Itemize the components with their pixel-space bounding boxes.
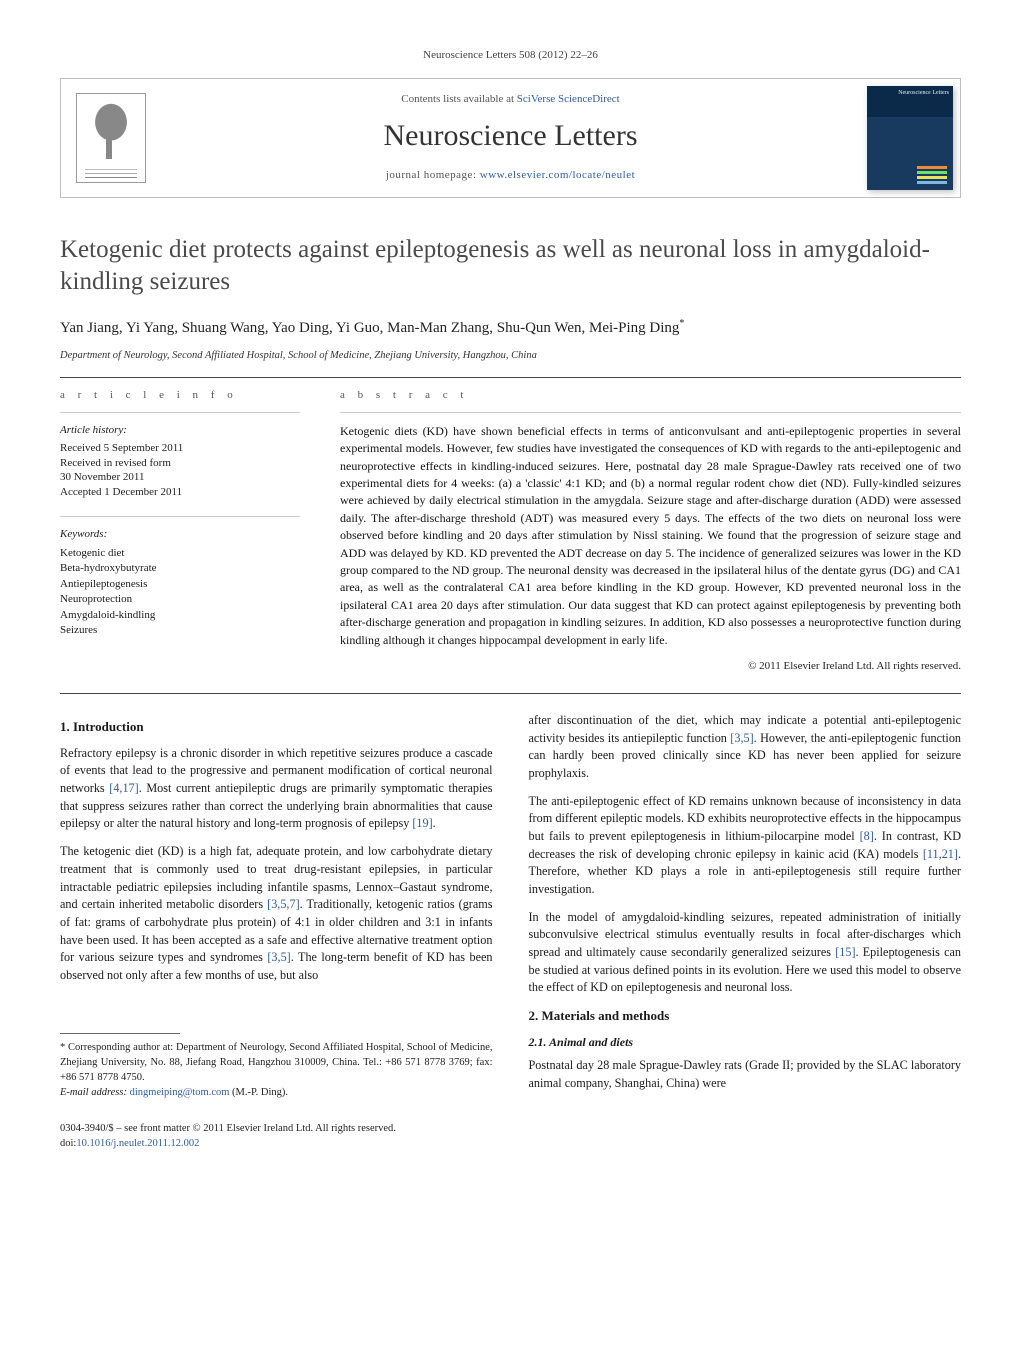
citation-link[interactable]: [11,21] <box>923 847 958 861</box>
section-heading-2: 2. Materials and methods <box>529 1007 962 1026</box>
affiliation: Department of Neurology, Second Affiliat… <box>60 348 961 363</box>
elsevier-tree-icon <box>76 93 146 183</box>
citation-link[interactable]: [19] <box>412 816 432 830</box>
paragraph: after discontinuation of the diet, which… <box>529 712 962 783</box>
keyword: Amygdaloid-kindling <box>60 608 300 623</box>
journal-name: Neuroscience Letters <box>383 114 637 158</box>
sciencedirect-link[interactable]: SciVerse ScienceDirect <box>517 93 620 105</box>
corresponding-marker: * <box>679 318 684 329</box>
journal-header-center: Contents lists available at SciVerse Sci… <box>161 79 860 197</box>
citation-link[interactable]: [3,5,7] <box>267 897 300 911</box>
keyword: Beta-hydroxybutyrate <box>60 561 300 576</box>
history-accepted: Accepted 1 December 2011 <box>60 485 300 500</box>
authors-line: Yan Jiang, Yi Yang, Shuang Wang, Yao Din… <box>60 317 961 340</box>
paragraph: Postnatal day 28 male Sprague-Dawley rat… <box>529 1057 962 1092</box>
abstract-text: Ketogenic diets (KD) have shown benefici… <box>340 423 961 649</box>
citation-link[interactable]: [15] <box>835 945 855 959</box>
keyword: Ketogenic diet <box>60 546 300 561</box>
keyword: Antiepileptogenesis <box>60 577 300 592</box>
text: . <box>433 816 436 830</box>
abstract-column: a b s t r a c t Ketogenic diets (KD) hav… <box>340 378 961 675</box>
page: Neuroscience Letters 508 (2012) 22–26 Co… <box>0 0 1021 1191</box>
front-matter-line: 0304-3940/$ – see front matter © 2011 El… <box>60 1121 961 1136</box>
doi-line: doi:10.1016/j.neulet.2011.12.002 <box>60 1136 961 1151</box>
journal-cover-thumb: Neuroscience Letters <box>867 86 953 190</box>
rule-after-abstract <box>60 693 961 694</box>
doi-link[interactable]: 10.1016/j.neulet.2011.12.002 <box>76 1138 199 1149</box>
contents-prefix: Contents lists available at <box>401 93 516 105</box>
footnote-text: Corresponding author at: Department of N… <box>60 1042 493 1083</box>
history-label: Article history: <box>60 423 300 439</box>
keyword: Seizures <box>60 623 300 638</box>
publisher-logo <box>61 79 161 197</box>
doi-label: doi: <box>60 1138 76 1149</box>
journal-homepage-line: journal homepage: www.elsevier.com/locat… <box>386 168 635 184</box>
homepage-prefix: journal homepage: <box>386 169 480 181</box>
journal-cover-thumb-wrap: Neuroscience Letters <box>860 79 960 197</box>
abstract-copyright: © 2011 Elsevier Ireland Ltd. All rights … <box>340 659 961 675</box>
paragraph: Refractory epilepsy is a chronic disorde… <box>60 745 493 833</box>
contents-available-line: Contents lists available at SciVerse Sci… <box>401 92 619 108</box>
email-who: (M.-P. Ding). <box>229 1087 288 1098</box>
citation-link[interactable]: [8] <box>860 829 874 843</box>
footnote-separator <box>60 1033 180 1034</box>
keywords-list: Ketogenic diet Beta-hydroxybutyrate Anti… <box>60 546 300 638</box>
paragraph: In the model of amygdaloid-kindling seiz… <box>529 909 962 997</box>
email-link[interactable]: dingmeiping@tom.com <box>130 1087 230 1098</box>
cover-thumb-bars-icon <box>917 164 947 184</box>
body-two-column: 1. Introduction Refractory epilepsy is a… <box>60 712 961 1103</box>
paragraph: The anti-epileptogenic effect of KD rema… <box>529 793 962 899</box>
corresponding-footnote: * Corresponding author at: Department of… <box>60 1040 493 1086</box>
footnote-block: * Corresponding author at: Department of… <box>60 1033 493 1101</box>
email-footnote: E-mail address: dingmeiping@tom.com (M.-… <box>60 1085 493 1100</box>
journal-reference: Neuroscience Letters 508 (2012) 22–26 <box>60 48 961 64</box>
article-title: Ketogenic diet protects against epilepto… <box>60 234 961 299</box>
keywords-label: Keywords: <box>60 516 300 543</box>
meta-row: a r t i c l e i n f o Article history: R… <box>60 378 961 675</box>
citation-link[interactable]: [3,5] <box>730 731 753 745</box>
subsection-heading-2-1: 2.1. Animal and diets <box>529 1034 962 1051</box>
page-footer: 0304-3940/$ – see front matter © 2011 El… <box>60 1121 961 1151</box>
journal-homepage-link[interactable]: www.elsevier.com/locate/neulet <box>480 169 635 181</box>
keyword: Neuroprotection <box>60 592 300 607</box>
paragraph: The ketogenic diet (KD) is a high fat, a… <box>60 843 493 985</box>
authors-names: Yan Jiang, Yi Yang, Shuang Wang, Yao Din… <box>60 320 679 336</box>
section-heading-1: 1. Introduction <box>60 718 493 737</box>
history-revised: Received in revised form 30 November 201… <box>60 456 300 486</box>
article-info-heading: a r t i c l e i n f o <box>60 378 300 413</box>
article-info-column: a r t i c l e i n f o Article history: R… <box>60 378 300 675</box>
journal-header: Contents lists available at SciVerse Sci… <box>60 78 961 198</box>
history-lines: Received 5 September 2011 Received in re… <box>60 441 300 500</box>
citation-link[interactable]: [3,5] <box>267 950 290 964</box>
abstract-heading: a b s t r a c t <box>340 378 961 413</box>
citation-link[interactable]: [4,17] <box>109 781 138 795</box>
email-label: E-mail address: <box>60 1087 130 1098</box>
cover-thumb-title: Neuroscience Letters <box>898 90 949 96</box>
history-received: Received 5 September 2011 <box>60 441 300 456</box>
